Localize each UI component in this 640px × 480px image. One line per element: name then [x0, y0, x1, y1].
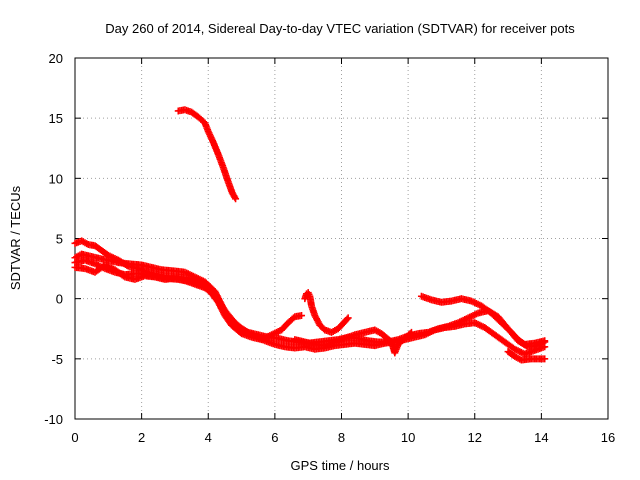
- data-point: [541, 355, 549, 363]
- y-tick-label: 5: [56, 232, 63, 247]
- axis-ticks: 0 2 4 6 8 10 12 14 16 -10 -5 0 5 10 15 20: [44, 51, 615, 445]
- y-tick-label: 10: [49, 171, 63, 186]
- x-tick-label: 10: [401, 430, 415, 445]
- x-tick-label: 8: [338, 430, 345, 445]
- chart-title: Day 260 of 2014, Sidereal Day-to-day VTE…: [105, 21, 575, 36]
- x-tick-label: 2: [138, 430, 145, 445]
- data-point: [343, 315, 351, 323]
- y-tick-label: 0: [56, 292, 63, 307]
- data-point: [231, 193, 239, 201]
- x-tick-label: 6: [271, 430, 278, 445]
- y-tick-label: -10: [44, 412, 63, 427]
- y-tick-label: 15: [49, 111, 63, 126]
- data-point: [541, 343, 549, 351]
- data-point: [298, 312, 306, 320]
- data-point: [221, 307, 229, 315]
- data-point: [541, 337, 549, 345]
- x-tick-label: 14: [534, 430, 548, 445]
- y-tick-label: -5: [51, 352, 63, 367]
- y-tick-label: 20: [49, 51, 63, 66]
- x-tick-label: 0: [71, 430, 78, 445]
- data-point: [344, 314, 352, 322]
- data-point: [407, 328, 415, 336]
- data-point: [220, 305, 228, 313]
- x-axis-label: GPS time / hours: [291, 458, 390, 473]
- x-tick-label: 4: [205, 430, 212, 445]
- x-tick-label: 16: [601, 430, 615, 445]
- data-point: [232, 195, 240, 203]
- data-points: [71, 106, 549, 364]
- data-point: [406, 330, 414, 338]
- grid: [75, 58, 608, 419]
- y-axis-label: SDTVAR / TECUs: [8, 185, 23, 290]
- x-tick-label: 12: [468, 430, 482, 445]
